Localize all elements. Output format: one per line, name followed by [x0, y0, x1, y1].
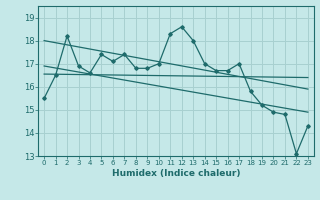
X-axis label: Humidex (Indice chaleur): Humidex (Indice chaleur) — [112, 169, 240, 178]
